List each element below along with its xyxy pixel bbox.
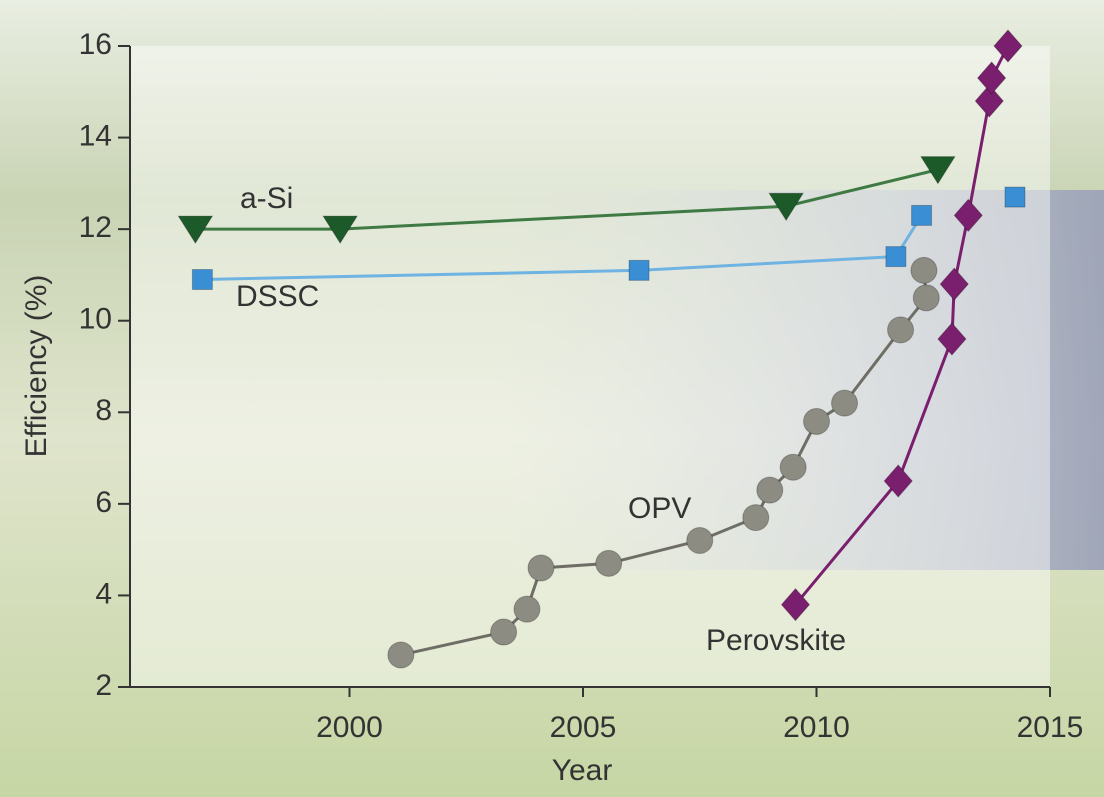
marker (779, 453, 807, 481)
marker (628, 259, 650, 281)
marker (191, 269, 213, 291)
marker (490, 618, 518, 646)
marker (527, 554, 555, 582)
y-tick-label: 16 (79, 28, 112, 61)
marker (177, 215, 214, 245)
marker (387, 641, 415, 669)
marker (885, 246, 907, 268)
marker (976, 61, 1007, 95)
series-line (195, 168, 939, 231)
marker (883, 464, 913, 498)
series-label: Perovskite (706, 624, 846, 657)
y-tick-label: 6 (95, 486, 112, 519)
marker (595, 549, 623, 577)
y-axis-label: Efficiency (%) (20, 275, 53, 458)
marker (780, 587, 811, 622)
marker (939, 267, 969, 301)
y-tick-label: 10 (79, 303, 112, 336)
series-label: DSSC (236, 280, 319, 313)
marker (1004, 186, 1026, 208)
marker (937, 322, 967, 356)
series-line (202, 214, 923, 282)
marker (831, 389, 859, 417)
x-tick-label: 2000 (316, 711, 383, 744)
y-tick-label: 14 (79, 119, 112, 152)
y-tick-label: 4 (95, 577, 112, 610)
x-tick-label: 2005 (550, 711, 617, 744)
marker (911, 204, 933, 226)
marker (513, 595, 541, 623)
marker (953, 198, 983, 233)
marker (802, 407, 830, 435)
marker (993, 29, 1023, 63)
panel-photo (500, 190, 1104, 570)
marker (742, 504, 770, 532)
x-tick-label: 2015 (1017, 711, 1084, 744)
marker (322, 215, 359, 245)
marker (887, 316, 915, 344)
marker (912, 284, 940, 312)
y-tick-label: 2 (95, 669, 112, 702)
x-tick-label: 2010 (783, 711, 850, 744)
marker (974, 84, 1004, 118)
marker (756, 476, 784, 504)
series-label: OPV (628, 492, 691, 525)
y-tick-label: 8 (95, 394, 112, 427)
marker (686, 526, 714, 554)
marker (768, 192, 805, 222)
y-tick-label: 12 (79, 211, 112, 244)
series-label: a-Si (240, 182, 293, 215)
x-axis-label: Year (552, 754, 613, 787)
marker (910, 256, 938, 284)
plot-area (130, 46, 1050, 687)
marker (920, 156, 956, 185)
